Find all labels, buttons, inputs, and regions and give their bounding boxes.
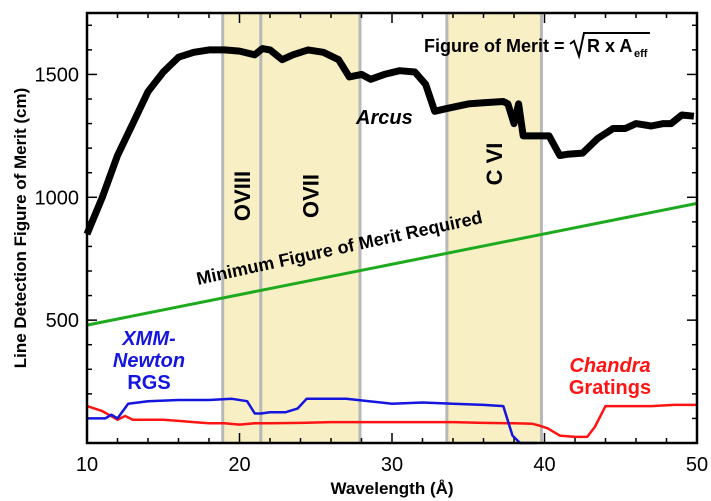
y-tick-label: 1500	[35, 64, 80, 86]
band-2	[446, 13, 542, 443]
x-tick-label: 10	[76, 454, 98, 476]
sqrt-sign-icon	[569, 32, 650, 60]
band-label-2: C VI	[482, 143, 507, 186]
y-tick-label: 1000	[35, 187, 80, 209]
arcus-label: Arcus	[355, 107, 413, 129]
x-tick-label: 30	[381, 454, 403, 476]
y-tick-label: 500	[46, 310, 79, 332]
chandra-label-line1: Chandra	[569, 355, 650, 377]
labels-layer: OVIII OVII C VI	[230, 143, 507, 221]
x-tick-label: 50	[686, 454, 708, 476]
band-0	[222, 13, 261, 443]
x-tick-label: 40	[533, 454, 555, 476]
formula-lhs: Figure of Merit =	[424, 36, 565, 56]
ticks-layer: 10 20 30 40 50 500 1000 1500	[35, 13, 708, 476]
series-line-3	[86, 403, 697, 439]
band-1	[260, 13, 360, 443]
xmm-label-line1: XMM-	[121, 328, 176, 350]
series-line-2	[87, 397, 537, 445]
xmm-label-line2: Newton	[113, 350, 185, 372]
series-line-0	[83, 45, 695, 236]
band-label-0: OVIII	[230, 171, 255, 221]
formula: Figure of Merit = R x A eff	[424, 32, 650, 60]
bands-layer	[221, 13, 543, 443]
y-axis-label: Line Detection Figure of Merit (cm)	[11, 88, 30, 369]
xmm-label-line3: RGS	[127, 372, 170, 394]
formula-subscript: eff	[634, 48, 648, 60]
formula-radicand: R x A	[587, 36, 632, 56]
plot-frame	[85, 11, 699, 445]
x-axis-label: Wavelength (Å)	[330, 479, 453, 498]
x-tick-label: 20	[228, 454, 250, 476]
series-layer	[83, 45, 698, 445]
chandra-label-line2: Gratings	[569, 377, 651, 399]
series-line-1	[86, 201, 698, 327]
band-label-1: OVII	[298, 174, 323, 218]
